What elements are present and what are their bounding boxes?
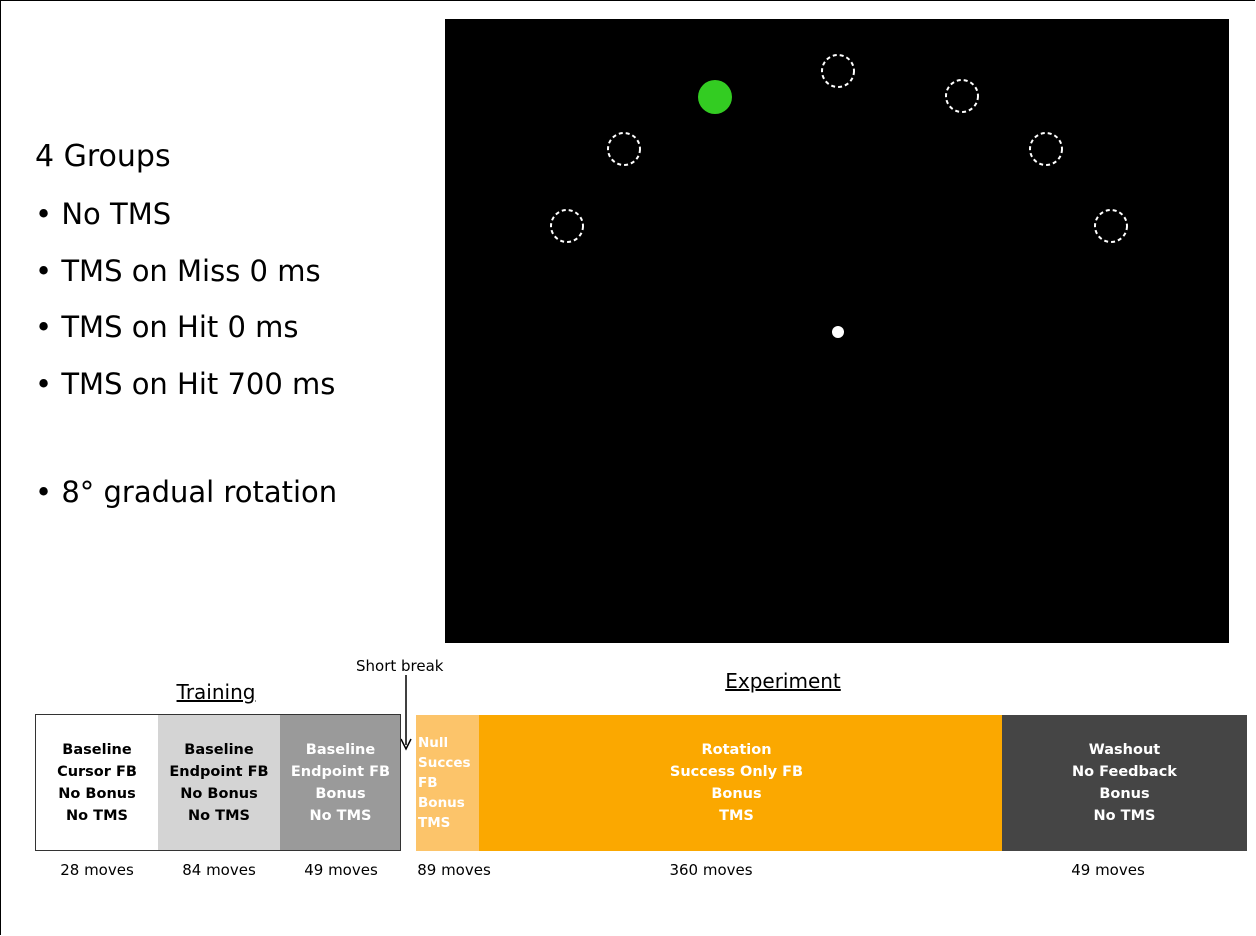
phase-line: Endpoint FB bbox=[169, 764, 269, 780]
target bbox=[1094, 209, 1128, 243]
phase-block: Baseline Endpoint FB Bonus No TMS bbox=[280, 715, 401, 851]
phase-block: Baseline Endpoint FB No Bonus No TMS bbox=[158, 715, 280, 851]
phase-line: FB bbox=[418, 775, 438, 791]
active-target bbox=[698, 80, 732, 114]
target bbox=[945, 79, 979, 113]
phase-line: No TMS bbox=[1093, 808, 1156, 824]
phase-line: Bonus bbox=[711, 786, 762, 802]
phase-line: No Feedback bbox=[1072, 764, 1177, 780]
moves-label: 49 moves bbox=[1071, 861, 1145, 879]
phase-block: Rotation Success Only FB Bonus TMS bbox=[471, 715, 1002, 851]
training-label: Training bbox=[176, 680, 256, 704]
phase-line: TMS bbox=[719, 808, 754, 824]
phase-line: No Bonus bbox=[180, 786, 258, 802]
moves-label: 49 moves bbox=[304, 861, 378, 879]
phase-block: Washout No Feedback Bonus No TMS bbox=[1002, 715, 1247, 851]
rotation-note: 8° gradual rotation bbox=[35, 475, 337, 509]
target bbox=[607, 132, 641, 166]
phase-line: Bonus bbox=[418, 795, 465, 811]
moves-label: 89 moves bbox=[417, 861, 491, 879]
group-item: TMS on Miss 0 ms bbox=[35, 252, 335, 309]
group-list: No TMSTMS on Miss 0 msTMS on Hit 0 msTMS… bbox=[35, 195, 335, 421]
group-item: No TMS bbox=[35, 195, 335, 252]
phase-line: No TMS bbox=[66, 808, 128, 824]
targets bbox=[550, 54, 1128, 243]
experiment-label: Experiment bbox=[725, 669, 841, 693]
phase-line: Baseline bbox=[305, 742, 376, 758]
phase-block: Baseline Cursor FB No Bonus No TMS bbox=[36, 715, 158, 851]
phase-line: Rotation bbox=[701, 742, 772, 758]
group-item: TMS on Hit 0 ms bbox=[35, 308, 335, 365]
training-frame bbox=[35, 714, 401, 851]
group-item: TMS on Hit 700 ms bbox=[35, 365, 335, 422]
phase-line: Success Only FB bbox=[669, 764, 804, 780]
target bbox=[1029, 132, 1063, 166]
phase-line: Cursor FB bbox=[57, 764, 137, 780]
phase-line: Null bbox=[418, 735, 449, 751]
phase-line: No TMS bbox=[188, 808, 250, 824]
moves-label: 360 moves bbox=[669, 861, 753, 879]
groups-title: 4 Groups bbox=[35, 139, 171, 174]
phase-line: Bonus bbox=[1099, 786, 1150, 802]
phase-line: Bonus bbox=[315, 786, 366, 802]
phase-line: Endpoint FB bbox=[290, 764, 391, 780]
moves-label: 28 moves bbox=[60, 861, 134, 879]
phase-line: No Bonus bbox=[58, 786, 136, 802]
short-break-label: Short break bbox=[356, 657, 444, 675]
target bbox=[550, 209, 584, 243]
task-screen bbox=[445, 19, 1229, 643]
phase-line: Washout bbox=[1088, 742, 1161, 758]
break-arrow bbox=[400, 675, 412, 751]
phase-line: No TMS bbox=[309, 808, 372, 824]
phase-block: Null Succes FB Bonus TMS bbox=[416, 715, 479, 851]
cursor bbox=[832, 326, 844, 338]
phase-line: Baseline bbox=[184, 742, 254, 758]
moves-label: 84 moves bbox=[182, 861, 256, 879]
phase-line: Succes bbox=[418, 755, 471, 771]
phase-line: TMS bbox=[418, 815, 451, 831]
target bbox=[821, 54, 855, 88]
phase-line: Baseline bbox=[62, 742, 132, 758]
